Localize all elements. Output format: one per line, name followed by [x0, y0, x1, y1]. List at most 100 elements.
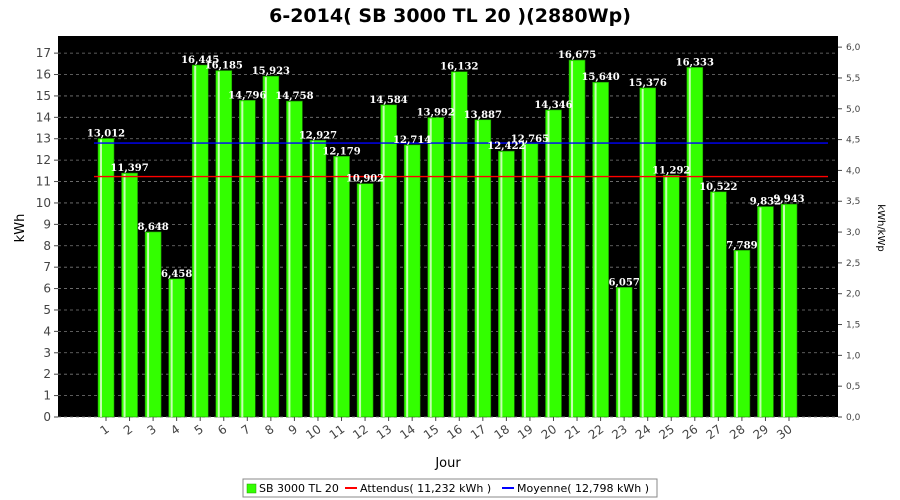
bar-highlight — [547, 110, 550, 417]
data-label: 12,179 — [322, 146, 360, 157]
data-label: 12,714 — [393, 135, 431, 146]
data-label: 10,522 — [699, 182, 737, 193]
y-tick-label: 4 — [43, 324, 51, 338]
x-tick-label: 22 — [586, 422, 607, 442]
x-tick-label: 29 — [751, 422, 772, 442]
x-tick-label: 21 — [562, 422, 583, 442]
x-tick-label: 13 — [374, 422, 395, 442]
data-label: 15,640 — [581, 72, 619, 83]
bar-highlight — [523, 144, 526, 418]
legend-box — [242, 478, 658, 498]
y2-axis: 0,0 0,5 1,0 1,5 2,0 2,5 3,0 3,5 4,0 4,5 5,0 5,5 6,0 — [838, 43, 861, 423]
bar-highlight — [429, 118, 432, 418]
bar-highlight — [476, 120, 479, 417]
x-tick-label: 30 — [774, 422, 795, 442]
x-axis: 1 2 3 4 5 6 7 8 9 10 11 12 13 14 15 16 17 18 19 20 21 22 23 24 2… — [97, 417, 795, 442]
y2-tick-label: 1,5 — [846, 321, 860, 331]
bar-highlight — [170, 279, 173, 417]
reference-lines — [94, 142, 828, 178]
legend-label-average: Moyenne( 12,798 kWh ) — [517, 482, 649, 495]
y2-tick-label: 4,0 — [846, 166, 861, 176]
x-tick-label: 19 — [515, 422, 536, 442]
data-label: 11,397 — [110, 163, 148, 174]
x-tick-label: 18 — [492, 422, 513, 442]
x-tick-label: 7 — [239, 422, 253, 438]
x-tick-label: 28 — [727, 422, 748, 442]
x-tick-label: 4 — [168, 422, 182, 438]
x-tick-label: 6 — [215, 422, 229, 438]
y2-tick-label: 3,0 — [846, 228, 861, 238]
data-label: 16,675 — [558, 50, 596, 61]
x-tick-label: 20 — [539, 422, 560, 442]
bar-highlight — [500, 152, 503, 417]
y2-tick-label: 5,5 — [846, 74, 860, 84]
legend-label-expected: Attendus( 11,232 kWh ) — [360, 482, 491, 495]
bar-highlight — [147, 232, 150, 417]
x-tick-label: 2 — [121, 422, 135, 438]
chart-title: 6-2014( SB 3000 TL 20 )(2880Wp) — [269, 5, 631, 27]
bar-highlight — [665, 176, 668, 417]
bar-highlight — [311, 141, 314, 417]
x-tick-label: 3 — [145, 422, 159, 438]
y-tick-label: 13 — [36, 132, 51, 146]
y-tick-label: 12 — [36, 153, 51, 167]
data-label: 13,887 — [464, 110, 502, 121]
y-tick-label: 11 — [36, 175, 51, 189]
y2-tick-label: 1,0 — [846, 351, 861, 361]
x-tick-label: 12 — [350, 422, 371, 442]
y2-tick-label: 4,5 — [846, 136, 860, 146]
bar-highlight — [735, 251, 738, 417]
y-tick-label: 8 — [43, 239, 51, 253]
x-tick-label: 15 — [421, 422, 442, 442]
y-tick-label: 7 — [43, 260, 51, 274]
y-tick-label: 2 — [43, 367, 51, 381]
y-tick-label: 10 — [36, 196, 51, 210]
y2-tick-label: 0,0 — [846, 413, 861, 423]
x-tick-label: 14 — [397, 422, 418, 442]
data-label: 12,422 — [487, 141, 525, 152]
data-label: 10,902 — [346, 174, 384, 185]
data-label: 15,376 — [629, 78, 667, 89]
data-label: 14,758 — [275, 91, 313, 102]
data-label: 9,832 — [750, 197, 781, 208]
x-tick-label: 27 — [704, 422, 725, 442]
y-tick-label: 5 — [43, 303, 51, 317]
y-tick-label: 14 — [36, 110, 51, 124]
data-label: 14,584 — [369, 95, 407, 106]
x-tick-label: 17 — [468, 422, 489, 442]
x-tick-label: 1 — [97, 422, 111, 438]
y-tick-label: 9 — [43, 217, 51, 231]
data-label: 8,648 — [137, 222, 168, 233]
grid-lines — [58, 52, 838, 418]
x-tick-label: 24 — [633, 422, 654, 442]
y2-tick-label: 0,5 — [846, 382, 860, 392]
legend-label-bars: SB 3000 TL 20 — [259, 482, 339, 495]
data-label: 13,012 — [87, 128, 125, 139]
data-label: 9,943 — [773, 194, 804, 205]
data-label: 7,789 — [726, 240, 757, 251]
bar-highlight — [335, 157, 338, 417]
bar-highlight — [406, 145, 409, 417]
x-tick-label: 5 — [192, 422, 206, 438]
bar-highlight — [382, 105, 385, 417]
x-tick-label: 26 — [680, 422, 701, 442]
bar-highlight — [641, 88, 644, 417]
bars — [97, 59, 798, 418]
x-tick-label: 9 — [286, 422, 300, 438]
y2-tick-label: 2,5 — [846, 259, 860, 269]
bar-highlight — [194, 66, 197, 418]
bar-highlight — [359, 184, 362, 417]
x-tick-label: 11 — [327, 422, 348, 442]
y2-tick-label: 5,0 — [846, 105, 861, 115]
x-axis-label: Jour — [434, 456, 461, 471]
bar-highlight — [712, 192, 715, 417]
data-label: 16,445 — [181, 55, 219, 66]
x-tick-label: 16 — [444, 422, 465, 442]
bar-highlight — [288, 102, 291, 417]
bar-highlight — [618, 288, 621, 417]
data-label: 12,765 — [511, 134, 549, 145]
data-label: 6,057 — [608, 277, 639, 288]
x-tick-label: 10 — [303, 422, 324, 442]
data-label: 13,992 — [417, 108, 455, 119]
